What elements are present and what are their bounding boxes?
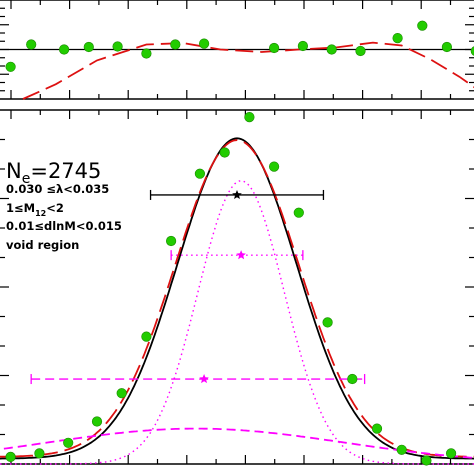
star-marker [199,374,209,384]
plot-area [0,111,474,466]
data-point [322,317,333,328]
main-panel [0,109,474,466]
data-point [396,444,407,455]
data-point [269,161,280,172]
data-point [91,416,103,427]
annotation-ne: Ne=2745 [6,159,101,187]
star-marker [236,250,246,260]
model-curve [22,41,474,100]
data-point [5,451,16,463]
data-point [326,44,337,55]
data-point [244,111,255,123]
annotation-dlnm: 0.01≤dlnM<0.015 [6,219,122,233]
residual-panel [0,0,474,100]
axes-frame [0,0,474,100]
data-point [166,235,177,247]
data-point [199,38,210,49]
annotation-block: Ne=2745 0.030 ≤λ<0.035 1≤M12<2 0.01≤dlnM… [6,159,122,252]
data-point [347,373,358,385]
data-point [446,448,457,459]
data-point [392,32,403,44]
data-point [83,41,94,53]
annotation-region: void region [6,238,79,252]
data-point [141,48,152,59]
data-point [116,388,127,399]
data-point [293,207,304,218]
data-point [219,147,230,158]
data-point [269,42,280,54]
annotation-mass: 1≤M12<2 [6,201,64,218]
data-point [34,448,45,459]
data-point [371,423,383,434]
data-point [417,20,428,31]
data-point [421,455,432,466]
data-point [355,45,366,57]
data-point [141,331,152,342]
data-point [112,41,123,52]
data-point [194,168,205,179]
data-point [63,437,74,448]
plot-area [0,20,474,100]
data-point [26,39,37,50]
data-point [170,39,181,50]
axes-frame [0,109,474,465]
data-point [5,61,16,72]
data-point [470,46,474,56]
star-marker [232,190,242,199]
data-point [58,44,70,55]
data-point [297,40,309,52]
annotation-lambda: 0.030 ≤λ<0.035 [6,182,109,196]
data-point [441,41,453,53]
